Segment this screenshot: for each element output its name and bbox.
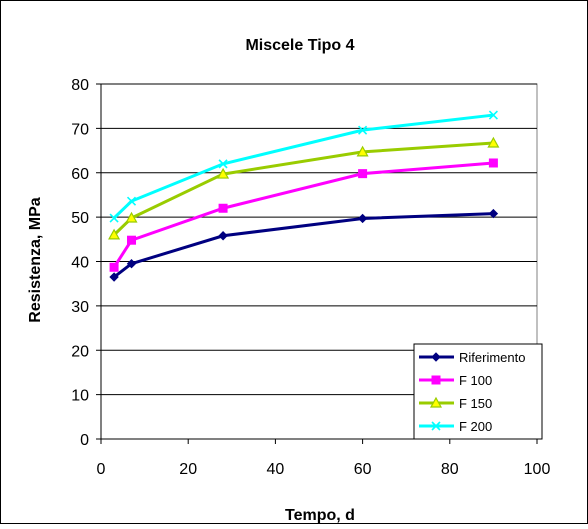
data-point — [218, 203, 228, 213]
data-point — [487, 136, 500, 148]
x-tick-label: 80 — [441, 461, 459, 478]
series-3 — [109, 110, 498, 223]
legend-marker — [431, 375, 441, 385]
tick-labels: 0 10 20 30 40 50 60 70 80 0 20 40 60 80 100 — [71, 77, 550, 478]
y-tick-label: 40 — [71, 255, 89, 272]
data-point — [356, 145, 369, 157]
data-point — [358, 169, 368, 179]
y-tick-label: 70 — [71, 121, 89, 138]
legend-label: Riferimento — [459, 350, 525, 365]
legend: Riferimento F 100 F 150 F 200 — [413, 343, 543, 440]
y-axis-label: Resistenza, MPa — [27, 197, 44, 322]
data-point — [109, 213, 119, 223]
grid-lines — [101, 83, 537, 396]
x-tick-label: 40 — [267, 461, 285, 478]
data-point — [127, 235, 137, 245]
series-1 — [109, 158, 498, 272]
x-tick-label: 60 — [354, 461, 372, 478]
x-tick-label: 20 — [179, 461, 197, 478]
x-tick-label: 100 — [524, 461, 551, 478]
series — [108, 110, 500, 282]
marker-stroke — [488, 110, 498, 120]
marker-stroke — [358, 125, 368, 135]
data-point — [488, 208, 499, 219]
data-point — [218, 159, 228, 169]
legend-item: Riferimento — [419, 350, 525, 365]
x-axis-label: Tempo, d — [285, 507, 355, 524]
y-tick-label: 50 — [71, 210, 89, 227]
series-2 — [108, 136, 500, 240]
data-point — [109, 272, 119, 282]
data-point — [108, 228, 121, 240]
marker-stroke — [218, 159, 228, 169]
legend-marker — [429, 396, 443, 408]
marker-stroke — [126, 196, 137, 206]
legend-label: F 100 — [459, 373, 492, 388]
data-point — [488, 158, 498, 168]
legend-label: F 150 — [459, 396, 492, 411]
data-point — [125, 211, 138, 223]
y-tick-label: 60 — [71, 166, 89, 183]
marker-stroke — [109, 213, 119, 223]
data-point — [126, 259, 137, 269]
data-point — [357, 213, 368, 224]
y-tick-label: 20 — [71, 343, 89, 360]
data-point — [217, 167, 230, 179]
data-point — [358, 125, 368, 135]
legend-item: F 100 — [419, 373, 492, 388]
legend-label: F 200 — [459, 419, 492, 434]
y-tick-label: 30 — [71, 299, 89, 316]
y-tick-label: 0 — [80, 432, 89, 449]
marker-stroke — [431, 421, 441, 431]
y-tick-label: 80 — [71, 77, 89, 94]
legend-item: F 150 — [419, 396, 492, 411]
data-point — [126, 196, 137, 206]
legend-marker — [431, 421, 441, 431]
data-point — [488, 110, 498, 120]
data-point — [109, 262, 119, 272]
legend-item: F 200 — [419, 419, 492, 434]
data-point — [218, 231, 228, 241]
series-0 — [109, 208, 499, 282]
y-tick-label: 10 — [71, 388, 89, 405]
x-tick-label: 0 — [97, 461, 106, 478]
chart-title: Miscele Tipo 4 — [245, 37, 354, 54]
legend-marker — [431, 352, 441, 362]
